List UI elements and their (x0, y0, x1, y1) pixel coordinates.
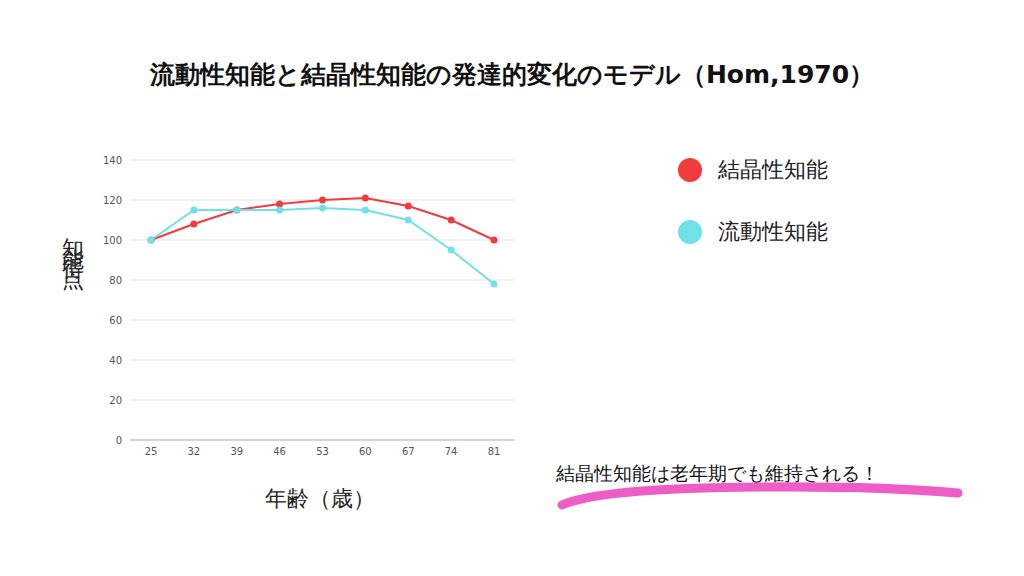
html-text:流動性知能: 流動性知能 (718, 219, 828, 244)
html-text:年齢（歳）: 年齢（歳） (265, 486, 375, 511)
svg-text:25: 25 (145, 446, 158, 457)
svg-text:80: 80 (109, 275, 122, 286)
svg-text:32: 32 (188, 446, 201, 457)
svg-text:39: 39 (230, 446, 243, 457)
svg-text:53: 53 (316, 446, 329, 457)
html-text:結晶性知能: 結晶性知能 (718, 157, 828, 182)
svg-text:60: 60 (109, 315, 122, 326)
svg-text:81: 81 (488, 446, 501, 457)
html-text:流動性知能と結晶性知能の発達的変化のモデル（Hom,1970: 流動性知能と結晶性知能の発達的変化のモデル（Hom,1970） (149, 60, 875, 89)
svg-text:20: 20 (109, 395, 122, 406)
svg-text:60: 60 (359, 446, 372, 457)
svg-text:40: 40 (109, 355, 122, 366)
svg-text:67: 67 (402, 446, 415, 457)
html-text:結晶性知能は老年期でも維持される！: 結晶性知能は老年期でも維持される！ (556, 462, 879, 484)
svg-text:46: 46 (273, 446, 286, 457)
svg-text:74: 74 (445, 446, 458, 457)
svg-text:120: 120 (103, 195, 122, 206)
svg-text:0: 0 (116, 435, 122, 446)
svg-text:100: 100 (103, 235, 122, 246)
html-text:知能得点: 知能得点 (61, 220, 86, 260)
svg-text:140: 140 (103, 155, 122, 166)
